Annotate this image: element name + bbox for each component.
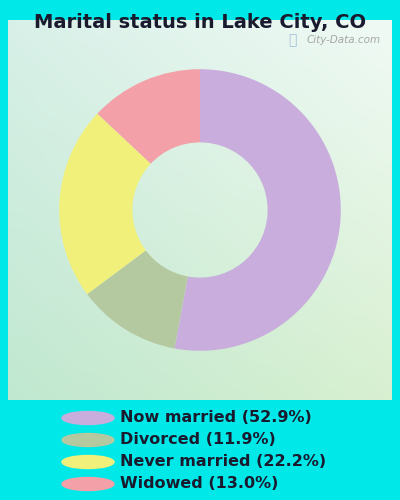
- Wedge shape: [87, 250, 188, 348]
- Text: Now married (52.9%): Now married (52.9%): [120, 410, 312, 426]
- Wedge shape: [97, 69, 200, 164]
- Circle shape: [62, 434, 114, 446]
- Wedge shape: [174, 69, 341, 351]
- Text: Marital status in Lake City, CO: Marital status in Lake City, CO: [34, 12, 366, 32]
- Circle shape: [62, 478, 114, 490]
- Text: Never married (22.2%): Never married (22.2%): [120, 454, 326, 469]
- Text: ⦿: ⦿: [288, 34, 297, 48]
- Circle shape: [62, 456, 114, 468]
- Wedge shape: [59, 114, 151, 294]
- Text: City-Data.com: City-Data.com: [306, 35, 380, 45]
- Circle shape: [62, 412, 114, 424]
- Text: Widowed (13.0%): Widowed (13.0%): [120, 476, 278, 492]
- Text: Divorced (11.9%): Divorced (11.9%): [120, 432, 276, 448]
